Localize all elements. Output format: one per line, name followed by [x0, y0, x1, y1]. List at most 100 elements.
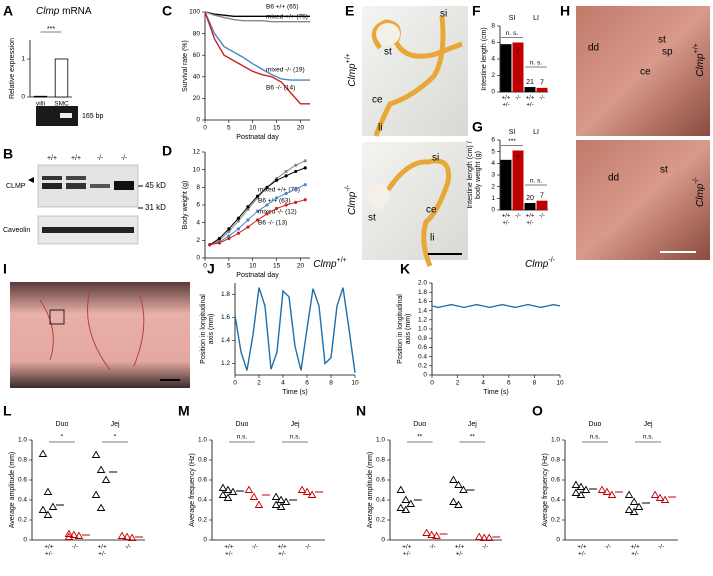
annotation: n.s.: [290, 434, 301, 441]
marker: [236, 227, 241, 231]
triangle-point: [571, 488, 581, 496]
marker: [255, 218, 260, 222]
x-tick-label: +/+: [630, 544, 640, 551]
n-label: 7: [540, 80, 544, 87]
photo-label: sp: [662, 47, 673, 58]
x-tick-label: 20: [297, 125, 305, 132]
y-tick-label: 0: [196, 255, 200, 262]
blot-label: CLMP: [6, 183, 26, 190]
panel-letter: G: [472, 119, 483, 135]
genotype-label: Clmp+/+: [693, 43, 706, 76]
annotation: n. s.: [530, 60, 542, 67]
marker: [294, 169, 298, 174]
title-gene: Clmp: [313, 259, 337, 270]
n-label: 21: [502, 49, 510, 56]
triangle-point: [38, 449, 48, 457]
blot-band: [42, 183, 62, 189]
x-axis-label: Time (s): [282, 389, 307, 396]
triangle-point: [422, 528, 431, 536]
marker: [236, 219, 241, 223]
stomach: [376, 23, 400, 45]
genotype-label: Clmp-/-: [345, 184, 358, 215]
x-tick-label: 6: [305, 380, 309, 387]
photo-label: li: [378, 123, 382, 134]
annotation: n.s.: [590, 434, 601, 441]
series-line: [209, 167, 306, 246]
triangle-point: [223, 485, 233, 493]
triangle-point: [401, 495, 411, 503]
x-tick-label: SMC: [54, 101, 69, 108]
group-label: LI: [533, 129, 539, 136]
y-tick-label: 0.8: [418, 335, 427, 342]
y-tick-label: 0.8: [198, 457, 207, 464]
triangle-point: [484, 533, 494, 541]
series-line: [204, 11, 310, 81]
triangle-point: [48, 502, 58, 510]
triangle-point: [479, 533, 489, 541]
x-tick-label: -/-: [252, 544, 258, 551]
chart-title: Clmp-/-: [525, 257, 556, 270]
photo-label: st: [658, 35, 666, 46]
triangle-point: [607, 490, 617, 498]
bar: [33, 95, 48, 98]
marker-label: 45 kD: [145, 181, 166, 190]
lane-label: -/-: [121, 155, 128, 162]
marker: [284, 169, 288, 174]
legend-label: mixed +/+ (75): [266, 14, 308, 21]
gene: Clmp: [695, 183, 706, 207]
triangle-point: [629, 497, 639, 505]
marker: [284, 191, 288, 196]
marker: [274, 196, 279, 200]
y-tick-label: 0: [23, 537, 27, 544]
panel-letter: N: [356, 403, 366, 419]
x-tick-label: -/-: [125, 544, 131, 551]
intestine: [385, 158, 452, 267]
marker: [246, 225, 250, 229]
y-tick-label: 1.4: [221, 337, 230, 344]
y-tick-label: 0: [21, 94, 25, 101]
y-tick-label: 2: [196, 237, 200, 244]
triangle-point: [91, 450, 101, 458]
bar: [512, 150, 524, 210]
marker: [246, 207, 250, 212]
legend-label: B6 +/+ (63): [258, 198, 291, 205]
y-tick-label: 1.2: [221, 360, 230, 367]
y-tick-label: 0: [491, 89, 495, 96]
x-tick-label: +/+: [577, 544, 587, 551]
triangle-point: [401, 505, 411, 513]
triangle-point: [396, 485, 406, 493]
marker: [274, 206, 279, 211]
n-label: 7: [540, 193, 544, 200]
panel-letter: O: [532, 403, 543, 419]
genotype-label: Clmp+/+: [345, 53, 358, 86]
x-tick-label: +/+: [402, 544, 412, 551]
group-label: Duo: [413, 421, 426, 428]
series-line: [234, 287, 356, 373]
y-tick-label: 5: [491, 148, 495, 155]
photo-label: ce: [640, 67, 651, 78]
triangle-point: [597, 485, 607, 493]
y-tick-label: 3: [491, 172, 495, 179]
y-axis-label: Average amplitude (mm): [9, 452, 16, 529]
y-axis-label: axis (mm): [405, 314, 412, 345]
y-tick-label: 0.6: [551, 477, 560, 484]
triangle-point: [302, 487, 312, 495]
photo-label: dd: [608, 173, 619, 184]
y-tick-label: 0.6: [376, 477, 385, 484]
gel-band: [60, 113, 72, 118]
x-tick-label: 8: [533, 380, 537, 387]
chart-title: Clmp+/+: [313, 257, 346, 270]
bar: [536, 87, 548, 92]
triangle-point: [624, 505, 634, 513]
lane-label: +/+: [71, 155, 81, 162]
y-tick-label: 1.8: [418, 289, 427, 296]
blot-arrow: [28, 177, 34, 183]
marker: [217, 241, 221, 245]
y-tick-label: 1.2: [418, 317, 427, 324]
genotype-label: Clmp-/-: [693, 176, 706, 207]
x-tick-label: 10: [351, 380, 359, 387]
annotation: **: [417, 434, 423, 441]
x-tick-label: 20: [297, 263, 305, 270]
triangle-point: [218, 490, 228, 498]
photo-label: li: [430, 233, 434, 244]
